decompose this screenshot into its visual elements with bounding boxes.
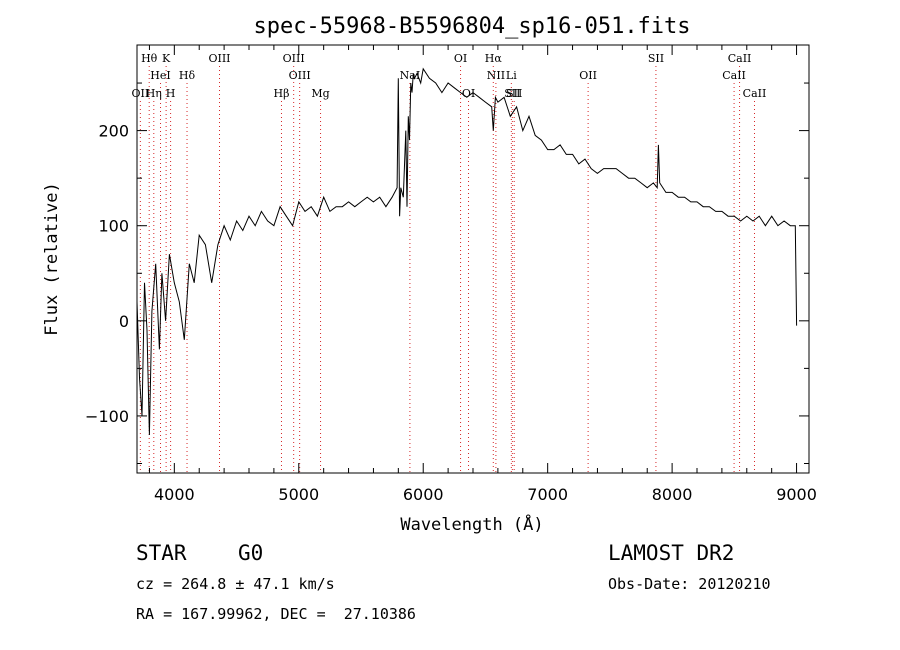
observation-date: Obs-Date: 20120210	[608, 575, 771, 593]
line-marker-label: CaII	[728, 52, 752, 65]
line-marker-label: H	[166, 87, 176, 100]
x-tick-label: 7000	[527, 485, 568, 504]
line-marker-label: CaII	[722, 69, 746, 82]
line-marker-label: NII	[487, 69, 505, 82]
line-marker-label: OI	[462, 87, 475, 100]
line-marker-label: SII	[506, 87, 522, 100]
object-subclass: G0	[238, 541, 264, 565]
plot-frame	[136, 44, 810, 474]
y-tick-label: 100	[98, 217, 129, 236]
line-marker-label: Hα	[485, 52, 503, 65]
sky-coordinates: RA = 167.99962, DEC = 27.10386	[136, 605, 416, 623]
x-tick-label: 8000	[652, 485, 693, 504]
x-tick-label: 6000	[403, 485, 444, 504]
y-axis-label: Flux (relative)	[42, 182, 62, 336]
x-tick-label: 5000	[278, 485, 319, 504]
y-tick-label: −100	[85, 407, 129, 426]
y-axis-ticks: −100 0 100 200	[85, 82, 809, 464]
chart-title: spec-55968-B5596804_sp16-051.fits	[253, 14, 690, 39]
line-marker-label: CaII	[743, 87, 767, 100]
survey-name: LAMOST DR2	[608, 541, 735, 565]
x-tick-label: 9000	[776, 485, 817, 504]
spectrum-line	[136, 67, 798, 436]
line-marker-label: OII	[579, 69, 597, 82]
line-marker-label: NaI	[400, 69, 421, 82]
emission-line-markers	[139, 66, 755, 473]
line-marker-label: OIII	[283, 52, 305, 65]
line-marker-label: OIII	[208, 52, 230, 65]
line-marker-label: Li	[506, 69, 517, 82]
y-tick-label: 200	[98, 122, 129, 141]
line-marker-label: SII	[504, 87, 520, 100]
line-marker-label: Mg	[311, 87, 329, 100]
y-tick-label: 0	[119, 312, 129, 331]
line-marker-label: HeI	[150, 69, 170, 82]
line-marker-label: OII	[132, 87, 150, 100]
line-marker-label: OIII	[289, 69, 311, 82]
x-tick-label: 4000	[154, 485, 195, 504]
emission-line-labels: Hθ K OIII OIII OI Hα SII CaII HeI Hδ OIII NaI NII Li O…	[132, 52, 767, 100]
line-marker-label: OI	[454, 52, 467, 65]
x-axis-ticks: 4000 5000 6000 7000 8000 9000	[148, 45, 817, 504]
line-marker-label: K	[162, 52, 171, 65]
x-axis-label: Wavelength (Å)	[400, 513, 543, 535]
line-marker-label: SII	[648, 52, 664, 65]
line-marker-label: Hθ	[141, 52, 158, 65]
line-marker-label: Hδ	[179, 69, 196, 82]
line-marker-label: Hβ	[274, 87, 290, 100]
line-marker-label: Hη	[146, 87, 162, 100]
redshift-cz: cz = 264.8 ± 47.1 km/s	[136, 575, 335, 593]
object-class: STAR	[136, 541, 187, 565]
